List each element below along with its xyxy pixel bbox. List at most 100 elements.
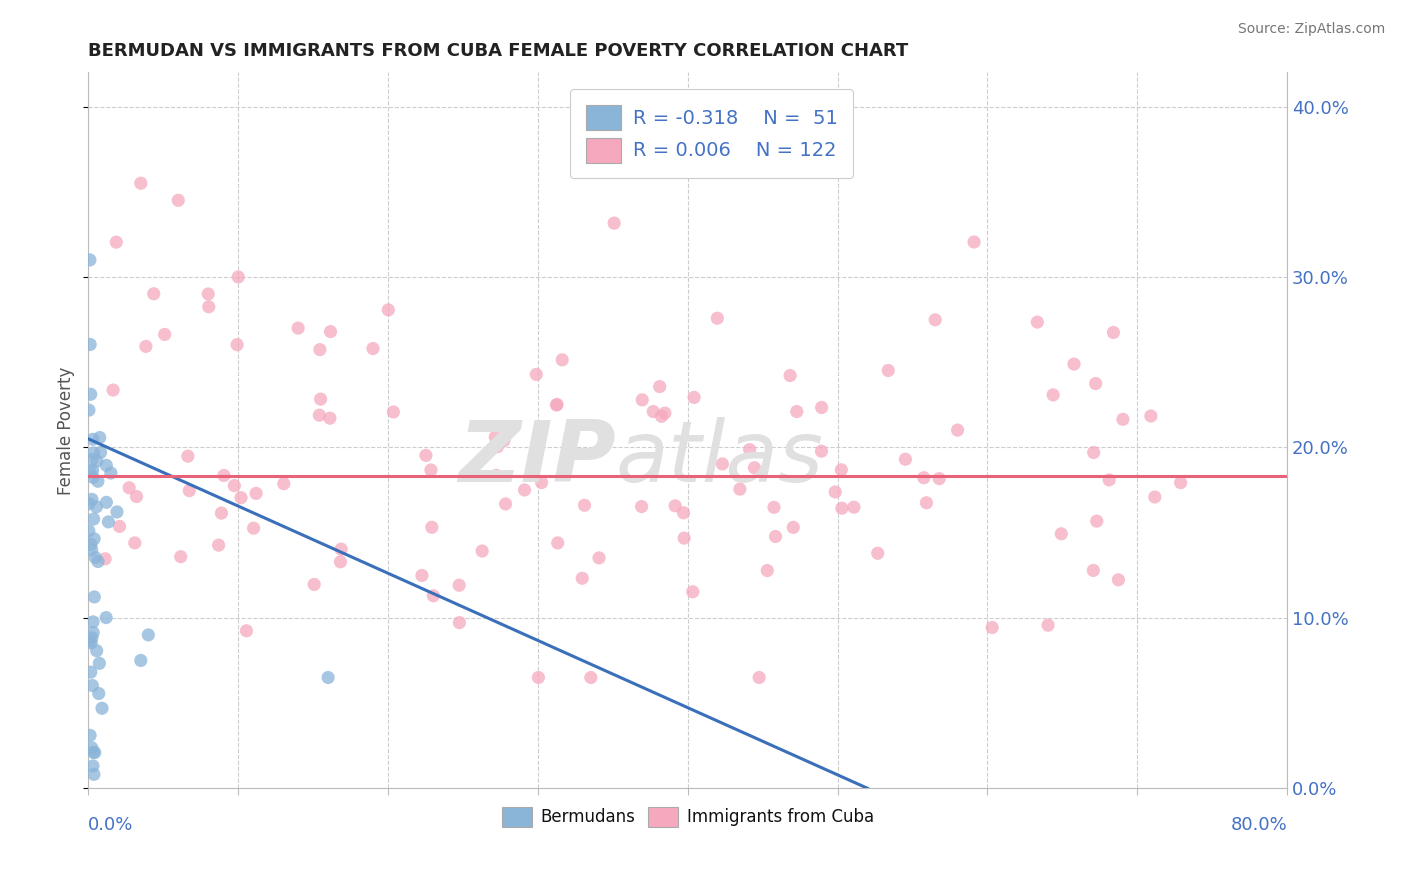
Point	[830, 463, 852, 477]
Legend: Bermudans, Immigrants from Cuba: Bermudans, Immigrants from Cuba	[495, 800, 880, 834]
Point	[651, 409, 673, 424]
Point	[179, 483, 201, 498]
Point	[101, 383, 124, 397]
Point	[242, 521, 264, 535]
Point	[924, 313, 946, 327]
Point	[1042, 388, 1064, 402]
Point	[449, 578, 471, 592]
Point	[96, 458, 118, 473]
Point	[786, 404, 808, 418]
Point	[136, 628, 159, 642]
Point	[485, 468, 508, 483]
Point	[1036, 618, 1059, 632]
Point	[80, 537, 103, 551]
Point	[309, 343, 332, 357]
Point	[877, 363, 900, 377]
Point	[108, 519, 131, 533]
Point	[207, 538, 229, 552]
Point	[1102, 326, 1125, 340]
Point	[471, 544, 494, 558]
Point	[79, 634, 101, 648]
Point	[664, 499, 686, 513]
Point	[309, 392, 332, 406]
Point	[547, 536, 569, 550]
Point	[963, 235, 986, 249]
Point	[80, 387, 103, 401]
Point	[551, 352, 574, 367]
Point	[824, 485, 846, 500]
Text: Source: ZipAtlas.com: Source: ZipAtlas.com	[1237, 22, 1385, 37]
Point	[105, 235, 128, 249]
Point	[83, 512, 105, 526]
Point	[167, 194, 190, 208]
Point	[94, 551, 117, 566]
Point	[513, 483, 536, 497]
Point	[77, 497, 100, 511]
Point	[1050, 526, 1073, 541]
Point	[142, 286, 165, 301]
Point	[579, 671, 602, 685]
Point	[782, 520, 804, 534]
Point	[273, 476, 295, 491]
Point	[87, 554, 110, 568]
Point	[484, 430, 506, 444]
Point	[631, 392, 654, 407]
Point	[588, 550, 610, 565]
Point	[80, 665, 103, 679]
Point	[82, 678, 104, 692]
Point	[831, 501, 853, 516]
Point	[377, 302, 399, 317]
Point	[87, 686, 110, 700]
Point	[738, 442, 761, 457]
Point	[245, 486, 267, 500]
Point	[928, 472, 950, 486]
Text: atlas: atlas	[616, 417, 824, 500]
Point	[86, 454, 108, 468]
Point	[382, 405, 405, 419]
Point	[83, 532, 105, 546]
Point	[1026, 315, 1049, 329]
Point	[82, 759, 104, 773]
Point	[91, 701, 114, 715]
Point	[84, 550, 107, 565]
Point	[82, 470, 104, 484]
Text: ZIP: ZIP	[458, 417, 616, 500]
Point	[80, 740, 103, 755]
Point	[79, 252, 101, 267]
Point	[79, 337, 101, 351]
Point	[415, 449, 437, 463]
Point	[80, 542, 103, 557]
Point	[1084, 376, 1107, 391]
Point	[170, 549, 193, 564]
Point	[316, 671, 339, 685]
Point	[89, 431, 111, 445]
Point	[94, 610, 117, 624]
Point	[361, 342, 384, 356]
Text: BERMUDAN VS IMMIGRANTS FROM CUBA FEMALE POVERTY CORRELATION CHART: BERMUDAN VS IMMIGRANTS FROM CUBA FEMALE …	[89, 42, 908, 60]
Point	[287, 321, 309, 335]
Point	[1170, 475, 1192, 490]
Point	[1083, 563, 1105, 577]
Point	[866, 546, 889, 560]
Point	[308, 408, 330, 422]
Point	[673, 531, 696, 545]
Point	[83, 446, 105, 460]
Point	[894, 452, 917, 467]
Point	[229, 491, 252, 505]
Point	[748, 671, 770, 685]
Point	[756, 564, 779, 578]
Point	[842, 500, 865, 515]
Point	[80, 636, 103, 650]
Point	[80, 631, 103, 645]
Point	[87, 475, 110, 489]
Point	[1098, 473, 1121, 487]
Point	[1107, 573, 1129, 587]
Point	[83, 767, 105, 781]
Point	[682, 584, 704, 599]
Point	[654, 406, 676, 420]
Point	[125, 490, 148, 504]
Point	[422, 589, 444, 603]
Point	[90, 445, 112, 459]
Point	[981, 620, 1004, 634]
Point	[495, 497, 517, 511]
